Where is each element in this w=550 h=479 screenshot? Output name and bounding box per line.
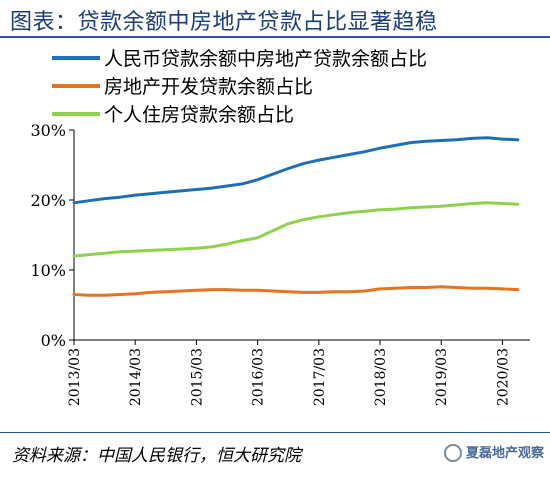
y-tick-label: 0% bbox=[41, 331, 66, 350]
y-tick-label: 20% bbox=[30, 191, 66, 210]
series-line-1 bbox=[72, 285, 520, 297]
watermark-text: 夏磊地产观察 bbox=[465, 446, 544, 461]
x-tick-label: 2018/03 bbox=[373, 348, 389, 406]
wechat-icon bbox=[443, 444, 462, 462]
legend-swatch bbox=[52, 84, 100, 88]
x-tick-label: 2016/03 bbox=[251, 348, 267, 406]
y-tick-label: 30% bbox=[30, 121, 66, 140]
x-tick-label: 2020/03 bbox=[495, 348, 511, 406]
source-note: 资料来源：中国人民银行，恒大研究院 bbox=[12, 446, 301, 466]
x-tick-label: 2019/03 bbox=[434, 348, 450, 406]
series-line-0 bbox=[72, 136, 520, 205]
legend-swatch bbox=[52, 112, 100, 116]
legend-swatch bbox=[52, 56, 100, 60]
series-line-2 bbox=[72, 201, 520, 258]
x-tick-label: 2013/03 bbox=[67, 348, 83, 406]
page-title: 图表：贷款余额中房地产贷款占比显著趋稳 bbox=[10, 10, 438, 35]
line-chart: 0% 10% 20% 30% 2013/03 2014/03 2015/03 2016/03 2… bbox=[30, 121, 530, 406]
y-tick-label: 10% bbox=[30, 261, 66, 280]
legend-label: 个人住房贷款余额占比 bbox=[104, 104, 295, 126]
title-bar: 图表：贷款余额中房地产贷款占比显著趋稳 bbox=[0, 0, 550, 38]
footer-divider bbox=[0, 432, 550, 433]
x-tick-label: 2015/03 bbox=[189, 348, 205, 406]
x-tick-label: 2017/03 bbox=[312, 348, 328, 406]
title-divider bbox=[0, 36, 550, 38]
x-tick-label: 2014/03 bbox=[128, 348, 144, 406]
legend-label: 房地产开发贷款余额占比 bbox=[104, 76, 314, 98]
watermark: 夏磊地产观察 bbox=[443, 442, 544, 466]
legend-label: 人民币贷款余额中房地产贷款余额占比 bbox=[104, 48, 428, 70]
